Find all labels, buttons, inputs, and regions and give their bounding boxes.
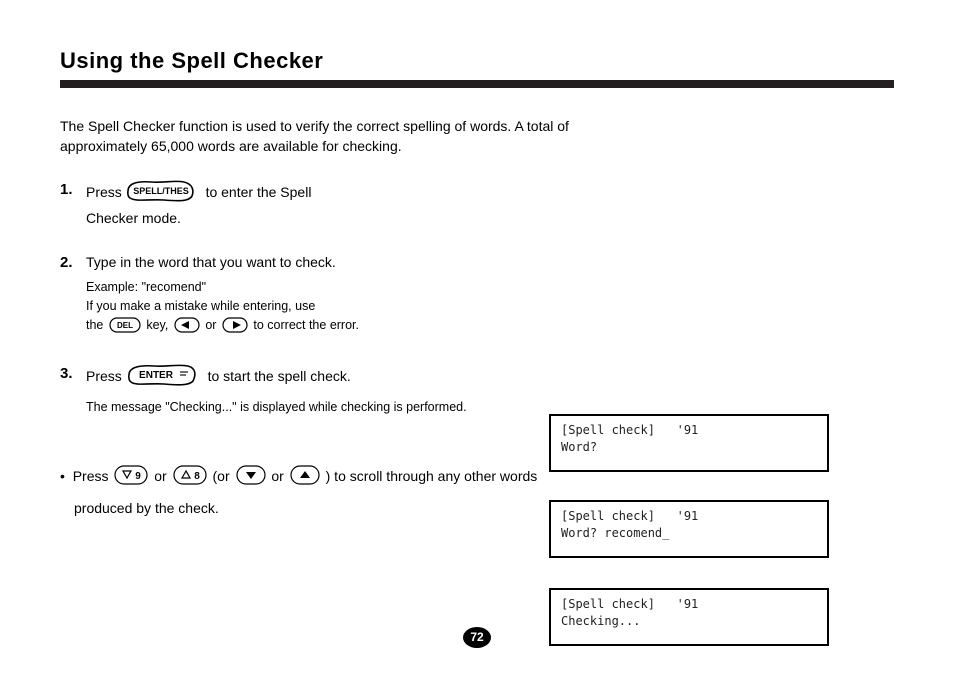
step-body: Press ENTER to start the spell check. Th… (86, 363, 467, 417)
enter-key-icon: ENTER (126, 363, 198, 392)
note1-line2: produced by the check. (74, 500, 219, 516)
step2-sub-b: the DEL key, (86, 316, 359, 339)
svg-text:SPELL/THES: SPELL/THES (133, 186, 189, 196)
svg-text:8: 8 (194, 471, 200, 482)
page-number-badge: 72 (463, 627, 491, 648)
step3-text-a: Press (86, 368, 126, 384)
left-arrow-key-icon (174, 317, 200, 339)
up-tri-8-key-icon: 8 (173, 465, 207, 491)
up-arrow-key-icon (290, 465, 320, 491)
lcd-display-1: [Spell check] '91 Word? (549, 414, 829, 472)
step3-text-b: to start the spell check. (208, 368, 351, 384)
down-tri-9-key-icon: 9 (114, 465, 148, 491)
lcd-line: [Spell check] '91 (561, 422, 817, 439)
section-title: Using the Spell Checker (60, 48, 894, 74)
steps-list: [Spell check] '91 Word? [Spell check] '9… (60, 179, 894, 417)
title-rule (60, 80, 894, 88)
note1-a: Press (73, 468, 113, 484)
step-body: Type in the word that you want to check.… (86, 252, 359, 339)
right-arrow-key-icon (222, 317, 248, 339)
lcd-line: Word? recomend_ (561, 525, 817, 542)
step2-sub-c: to correct the error. (253, 318, 359, 332)
step-2: 2. Type in the word that you want to che… (60, 252, 894, 339)
step2-sub-a: If you make a mistake while entering, us… (86, 297, 359, 316)
step-3: 3. Press ENTER to start the spell check.… (60, 363, 894, 417)
intro-paragraph: The Spell Checker function is used to ve… (60, 116, 640, 157)
step2-del-suffix: key, (146, 318, 171, 332)
step-number: 1. (60, 179, 86, 200)
lcd-display-2: [Spell check] '91 Word? recomend_ (549, 500, 829, 558)
step1-text-c: Checker mode. (86, 210, 181, 226)
step-body: Press SPELL/THES to enter the Spell Chec… (86, 179, 311, 229)
svg-text:DEL: DEL (117, 321, 133, 330)
spell-thes-key-icon: SPELL/THES (126, 179, 196, 208)
or-text: or (205, 318, 220, 332)
step-1: 1. Press SPELL/THES to enter the Spell C… (60, 179, 894, 229)
note1-b: or (154, 468, 170, 484)
svg-text:9: 9 (136, 471, 142, 482)
lcd-display-3: [Spell check] '91 Checking... (549, 588, 829, 646)
step1-text-b: to enter the Spell (206, 184, 312, 200)
step3-sub: The message "Checking..." is displayed w… (86, 398, 467, 417)
down-arrow-key-icon (236, 465, 266, 491)
step-number: 2. (60, 252, 86, 273)
step1-text-a: Press (86, 184, 126, 200)
step2-example: Example: "recomend" (86, 278, 359, 297)
note1-d: or (271, 468, 287, 484)
note1-c: (or (213, 468, 234, 484)
step2-text: Type in the word that you want to check. (86, 254, 336, 270)
lcd-line: Word? (561, 439, 817, 456)
svg-text:ENTER: ENTER (139, 370, 174, 381)
step2-del-prefix: the (86, 318, 107, 332)
lcd-line: [Spell check] '91 (561, 596, 817, 613)
step-number: 3. (60, 363, 86, 384)
lcd-line: [Spell check] '91 (561, 508, 817, 525)
del-key-icon: DEL (109, 317, 141, 339)
note1-e: ) to scroll through any other words (326, 468, 538, 484)
lcd-line: Checking... (561, 613, 817, 630)
